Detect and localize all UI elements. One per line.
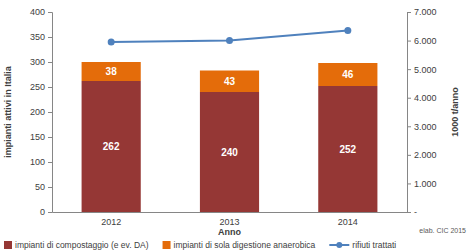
tick-label: 5.000 bbox=[414, 65, 437, 75]
line-marker bbox=[226, 37, 233, 44]
bar bbox=[200, 71, 259, 93]
tick: 6.000 bbox=[407, 36, 437, 46]
axis-line bbox=[48, 13, 53, 213]
tick-mark bbox=[48, 212, 52, 213]
tick: 4.000 bbox=[407, 93, 437, 103]
legend-symbol bbox=[163, 241, 171, 249]
chart-svg: 262 240 252 38 43 46 0 50 100 150 200 250 300 350 400 -… bbox=[0, 0, 469, 250]
tick: 2013 bbox=[219, 212, 239, 227]
tick-label: 100 bbox=[30, 157, 45, 167]
tick-label: 4.000 bbox=[414, 93, 437, 103]
bar bbox=[82, 62, 141, 81]
tick: 3.000 bbox=[407, 122, 437, 132]
tick-label: 2012 bbox=[101, 217, 121, 227]
tick-label: 350 bbox=[30, 32, 45, 42]
tick-label: 6.000 bbox=[414, 36, 437, 46]
tick: 300 bbox=[30, 57, 52, 67]
legend-label: impianti di sola digestione anaerobica bbox=[174, 240, 316, 250]
tick: 400 bbox=[30, 7, 52, 17]
tick-label: - bbox=[414, 207, 417, 217]
tick-label: 2013 bbox=[219, 217, 239, 227]
tick-mark bbox=[48, 187, 52, 188]
tick-mark bbox=[48, 37, 52, 38]
tick: 350 bbox=[30, 32, 52, 42]
y-axis-title: impianti attivi in Italia bbox=[3, 65, 13, 158]
bar bbox=[200, 92, 259, 212]
tick: 2012 bbox=[101, 212, 121, 227]
tick-label: 1.000 bbox=[414, 179, 437, 189]
tick: 1.000 bbox=[407, 179, 437, 189]
tick: 0 bbox=[40, 207, 52, 217]
tick-mark bbox=[48, 137, 52, 138]
y2-axis-title: 1000 t/anno bbox=[450, 87, 460, 137]
legend-item: rifiuti trattati bbox=[329, 240, 396, 250]
tick-mark bbox=[407, 183, 411, 184]
tick: 250 bbox=[30, 82, 52, 92]
tick-mark bbox=[407, 98, 411, 99]
tick: 7.000 bbox=[407, 7, 437, 17]
tick-mark bbox=[48, 12, 52, 13]
legend-label: rifiuti trattati bbox=[352, 240, 396, 250]
axis-line bbox=[408, 13, 412, 213]
tick-label: 200 bbox=[30, 107, 45, 117]
tick-label: 250 bbox=[30, 82, 45, 92]
tick: 2.000 bbox=[407, 150, 437, 160]
data-label: 262 bbox=[103, 141, 120, 152]
tick: 2014 bbox=[338, 212, 358, 227]
bar bbox=[82, 81, 141, 212]
plot-marks bbox=[82, 27, 378, 212]
legend-symbol bbox=[4, 241, 12, 249]
tick: 150 bbox=[30, 132, 52, 142]
legend-item: impianti di sola digestione anaerobica bbox=[163, 240, 316, 250]
legend-item: impianti di compostaggio (e ev. DA) bbox=[4, 240, 149, 250]
tick-mark bbox=[407, 41, 411, 42]
tick-mark bbox=[407, 12, 411, 13]
x-axis: 2012 2013 2014 bbox=[53, 212, 408, 227]
tick-mark bbox=[407, 212, 411, 213]
data-label: 43 bbox=[224, 76, 236, 87]
tick-mark bbox=[48, 112, 52, 113]
tick: 200 bbox=[30, 107, 52, 117]
tick: 50 bbox=[35, 182, 52, 192]
bar bbox=[318, 63, 377, 86]
tick: 5.000 bbox=[407, 65, 437, 75]
data-label: 252 bbox=[339, 144, 356, 155]
tick-label: 2014 bbox=[338, 217, 358, 227]
axis-line bbox=[53, 212, 408, 213]
tick-label: 150 bbox=[30, 132, 45, 142]
y-axis: 0 50 100 150 200 250 300 350 400 bbox=[30, 7, 53, 217]
tick: 100 bbox=[30, 157, 52, 167]
data-labels: 262 240 252 38 43 46 bbox=[103, 66, 357, 158]
tick-mark bbox=[48, 87, 52, 88]
data-label: 46 bbox=[342, 69, 354, 80]
data-label: 38 bbox=[106, 66, 118, 77]
chart-container: 262 240 252 38 43 46 0 50 100 150 200 250 300 350 400 -… bbox=[0, 0, 469, 250]
data-label: 240 bbox=[221, 147, 238, 158]
line-marker bbox=[344, 27, 351, 34]
line-marker bbox=[108, 39, 115, 46]
bar bbox=[318, 86, 377, 212]
tick-mark bbox=[407, 69, 411, 70]
tick-mark bbox=[48, 62, 52, 63]
legend-marker bbox=[336, 242, 342, 248]
y2-axis: - 1.000 2.000 3.000 4.000 5.000 6.000 7.000 bbox=[407, 7, 437, 217]
tick-label: 3.000 bbox=[414, 122, 437, 132]
tick-label: 2.000 bbox=[414, 150, 437, 160]
tick-label: 300 bbox=[30, 57, 45, 67]
tick-label: 0 bbox=[40, 207, 45, 217]
tick-mark bbox=[48, 162, 52, 163]
annotation: elab. CIC 2015 bbox=[419, 227, 466, 234]
tick-mark bbox=[407, 155, 411, 156]
legend: impianti di compostaggio (e ev. DA) impia… bbox=[4, 240, 396, 250]
x-axis-title: Anno bbox=[218, 227, 241, 237]
tick-mark bbox=[407, 126, 411, 127]
tick-label: 400 bbox=[30, 7, 45, 17]
tick: - bbox=[407, 207, 417, 217]
tick-label: 50 bbox=[35, 182, 45, 192]
legend-label: impianti di compostaggio (e ev. DA) bbox=[15, 240, 149, 250]
tick-label: 7.000 bbox=[414, 7, 437, 17]
